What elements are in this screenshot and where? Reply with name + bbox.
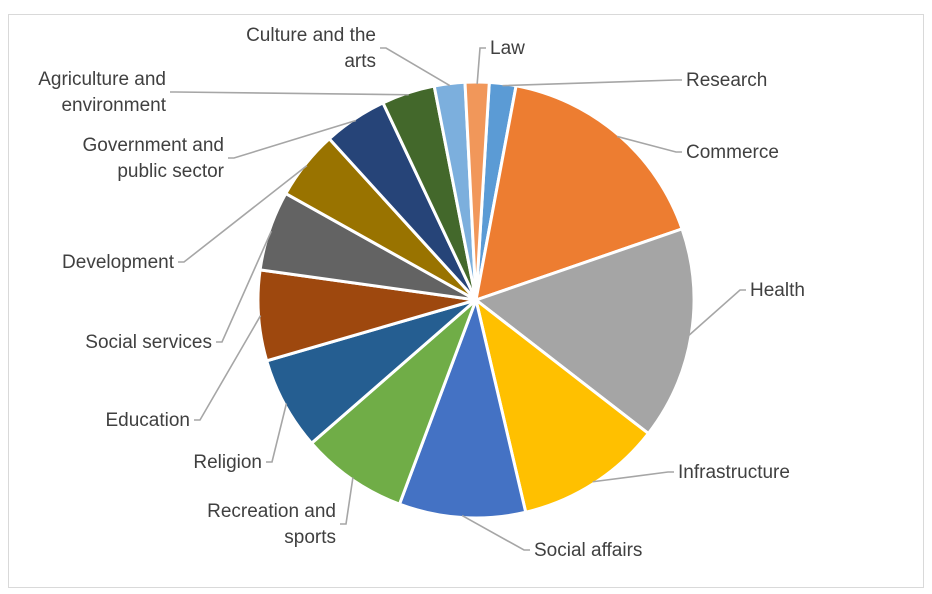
slices-layer xyxy=(256,80,696,520)
slice-label-social-services: Social services xyxy=(85,332,212,353)
leader-line-commerce xyxy=(616,135,682,153)
leader-line-culture-and-the-arts xyxy=(380,47,451,87)
leader-line-religion xyxy=(266,403,288,463)
pie-slice-health xyxy=(472,226,696,436)
slice-label-research: Research xyxy=(686,70,767,91)
slice-label-culture-and-the-arts: Culture and the arts xyxy=(246,25,376,72)
pie-slice-infrastructure xyxy=(473,296,651,515)
slice-label-health: Health xyxy=(750,280,805,301)
chart-border xyxy=(8,14,924,588)
pie-slice-recreation-and-sports xyxy=(309,298,478,507)
slice-label-development: Development xyxy=(62,252,175,273)
leader-line-social-affairs xyxy=(461,514,530,551)
slice-label-commerce: Commerce xyxy=(686,142,779,163)
pie-slice-social-affairs xyxy=(397,294,528,520)
leader-line-health xyxy=(688,289,746,336)
leader-line-research xyxy=(502,79,682,87)
leader-line-law xyxy=(476,47,486,85)
slice-label-agriculture-and-environment: Agriculture and environment xyxy=(38,69,167,116)
slice-label-religion: Religion xyxy=(193,452,262,473)
leader-line-infrastructure xyxy=(592,471,674,483)
leader-line-agriculture-and-environment xyxy=(170,91,409,96)
leader-line-government-and-public-sector xyxy=(228,119,357,159)
slice-label-recreation-and-sports: Recreation and sports xyxy=(207,501,336,548)
slice-label-education: Education xyxy=(105,410,190,431)
leader-line-social-services xyxy=(216,230,272,343)
labels-layer: Research Commerce Health Infrastructure Soci… xyxy=(38,25,805,561)
slice-label-government-and-public-sector: Government and public sector xyxy=(82,135,224,182)
leader-line-education xyxy=(194,315,262,421)
slice-label-infrastructure: Infrastructure xyxy=(678,462,790,483)
leader-lines-layer xyxy=(170,47,746,551)
leader-line-recreation-and-sports xyxy=(340,477,354,525)
slice-label-social-affairs: Social affairs xyxy=(534,540,642,561)
slice-label-law: Law xyxy=(490,38,525,59)
leader-line-development xyxy=(178,164,308,263)
